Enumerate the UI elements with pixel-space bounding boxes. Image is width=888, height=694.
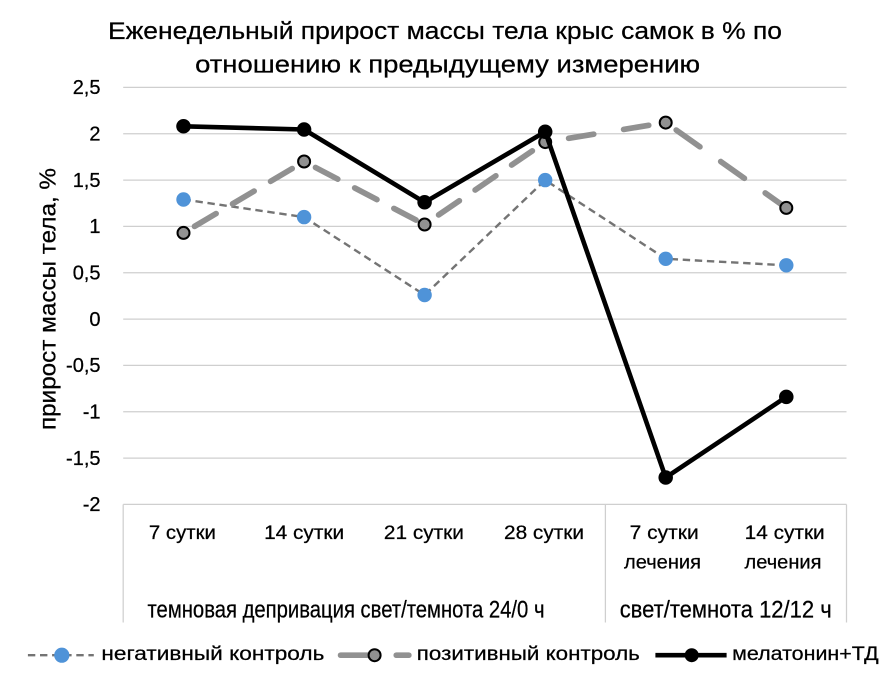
svg-text:-1,5: -1,5: [66, 448, 100, 470]
svg-text:свет/темнота 12/12 ч: свет/темнота 12/12 ч: [620, 597, 832, 624]
svg-text:лечения: лечения: [624, 552, 701, 573]
svg-text:1,5: 1,5: [73, 170, 101, 192]
svg-text:позитивный контроль: позитивный контроль: [417, 644, 640, 665]
svg-text:7 сутки: 7 сутки: [630, 523, 699, 544]
svg-text:отношению к предыдущему измере: отношению к предыдущему измерению: [195, 52, 700, 79]
svg-text:2: 2: [89, 124, 100, 146]
svg-text:прирост массы тела, %: прирост массы тела, %: [35, 168, 61, 430]
svg-text:21 сутки: 21 сутки: [384, 523, 464, 544]
svg-text:0,5: 0,5: [73, 263, 101, 285]
svg-text:1: 1: [89, 216, 100, 238]
svg-text:28 сутки: 28 сутки: [504, 523, 584, 544]
svg-text:-1: -1: [83, 402, 101, 424]
svg-text:-2: -2: [83, 494, 101, 516]
svg-text:лечения: лечения: [745, 552, 822, 573]
svg-text:темновая депривация свет/темно: темновая депривация свет/темнота 24/0 ч: [148, 597, 545, 624]
svg-text:14 сутки: 14 сутки: [745, 523, 825, 544]
svg-text:2,5: 2,5: [73, 77, 101, 99]
svg-text:14 сутки: 14 сутки: [264, 523, 344, 544]
svg-text:7 сутки: 7 сутки: [149, 523, 216, 544]
svg-text:0: 0: [89, 309, 100, 331]
svg-text:-0,5: -0,5: [66, 355, 100, 377]
svg-text:Еженедельный прирост массы тел: Еженедельный прирост массы тела крыс сам…: [108, 18, 782, 45]
svg-text:негативный контроль: негативный контроль: [101, 644, 324, 665]
svg-text:мелатонин+ТД: мелатонин+ТД: [732, 644, 879, 665]
